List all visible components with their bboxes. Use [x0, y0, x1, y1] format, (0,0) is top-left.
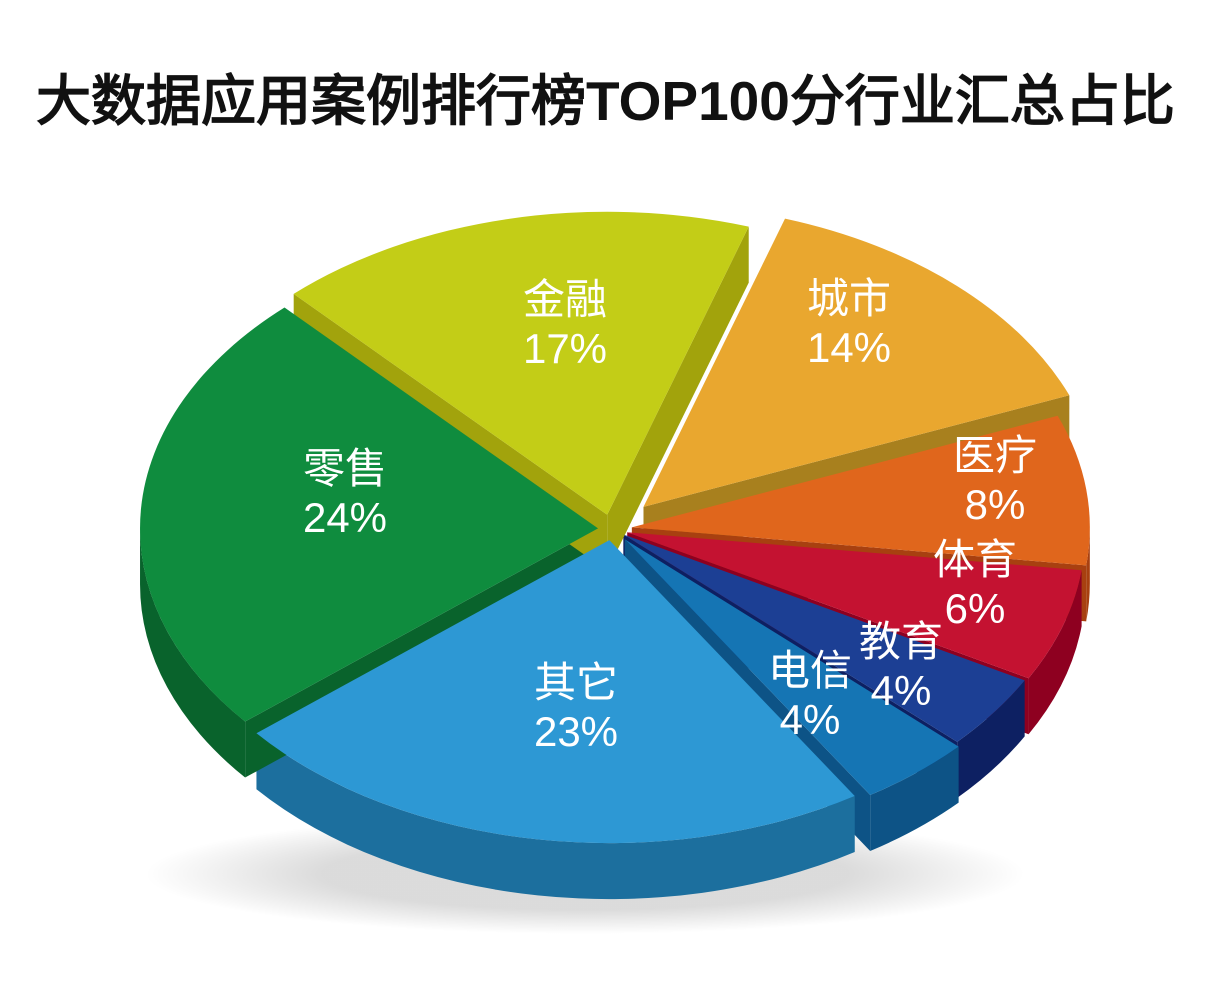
pie-slice-wall-other — [256, 733, 855, 900]
pie-slice-wall-retail — [140, 528, 246, 778]
pie-slice-top-finance — [293, 211, 749, 515]
pie-slice-wall-sports — [1028, 570, 1082, 735]
pie-slice-top-telecom — [624, 539, 959, 796]
pie-slice-top-city — [643, 218, 1070, 507]
pie-slice-top-sports — [627, 532, 1082, 679]
pie-slice-wall-telecom — [870, 746, 959, 852]
pie-slice-top-education — [623, 534, 1025, 742]
pie-slice-wall-finance — [607, 226, 749, 571]
pie-slice-wall-education — [957, 680, 1025, 798]
pie-slice-wall-medical — [1086, 527, 1090, 622]
pie-slice-top-other — [256, 540, 855, 844]
pie-slice-top-retail — [140, 307, 599, 722]
chart-title: 大数据应用案例排行榜TOP100分行业汇总占比 — [36, 70, 1175, 132]
pie-slice-top-medical — [631, 415, 1090, 566]
